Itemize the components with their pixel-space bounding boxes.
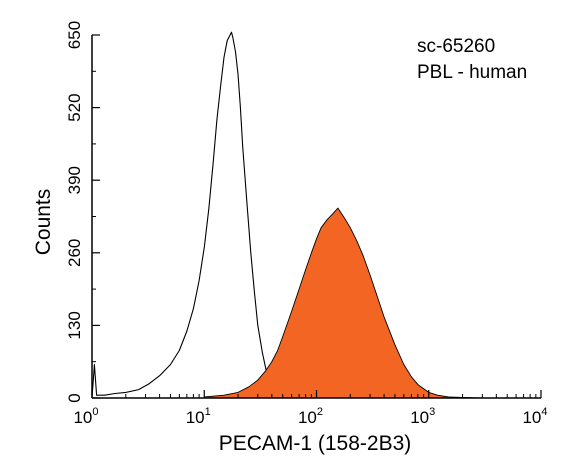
x-tick-label: 102 [298, 406, 323, 427]
annotation-line-2: PBL - human [417, 62, 527, 83]
y-tick-label: 260 [65, 239, 84, 267]
x-tick-label-exponent: 1 [205, 406, 211, 418]
x-tick-label-exponent: 4 [541, 406, 547, 418]
x-tick-label: 101 [186, 406, 211, 427]
annotation-line-1: sc-65260 [417, 36, 495, 57]
y-axis-label: Counts [32, 189, 55, 256]
x-tick-label: 103 [410, 406, 435, 427]
x-tick-label-base: 10 [186, 408, 205, 427]
x-tick-label-base: 10 [410, 408, 429, 427]
x-tick-label-base: 10 [522, 408, 541, 427]
y-tick-label: 520 [65, 93, 84, 121]
x-tick-label-exponent: 2 [317, 406, 323, 418]
y-tick-label: 130 [65, 311, 84, 339]
series-1-area [203, 207, 483, 399]
series-layer [91, 31, 483, 399]
x-tick-label-base: 10 [73, 408, 92, 427]
x-tick-label-exponent: 0 [92, 406, 98, 418]
y-tick-label: 390 [65, 166, 84, 194]
y-tick-label: 0 [65, 393, 84, 402]
x-tick-label: 100 [73, 406, 98, 427]
x-tick-label-exponent: 3 [429, 406, 435, 418]
x-tick-label: 104 [522, 406, 547, 427]
x-tick-label-base: 10 [298, 408, 317, 427]
x-axis-label: PECAM-1 (158-2B3) [219, 432, 412, 455]
y-tick-label: 650 [65, 21, 84, 49]
